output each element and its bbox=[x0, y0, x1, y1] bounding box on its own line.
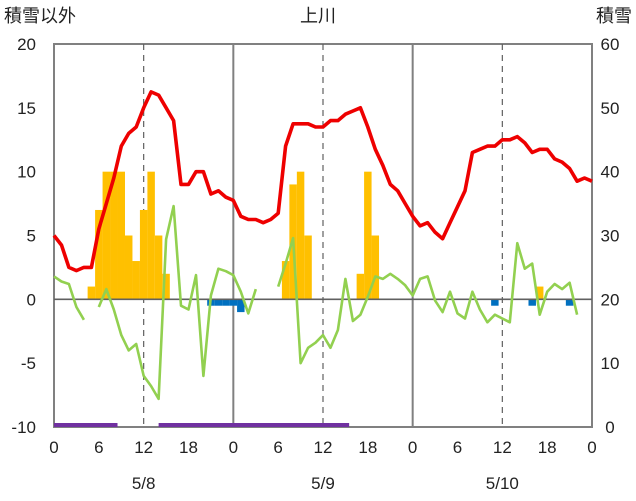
right-axis-title: 積雪 bbox=[596, 6, 632, 26]
snowfall-bar bbox=[162, 273, 170, 300]
right-tick-label: 20 bbox=[601, 290, 620, 309]
left-tick-label: 15 bbox=[17, 99, 36, 118]
date-label: 5/9 bbox=[311, 474, 335, 493]
snowfall-bar bbox=[364, 171, 372, 300]
snowfall-bar bbox=[102, 171, 111, 300]
x-tick-label: 18 bbox=[538, 438, 557, 457]
x-tick-label: 0 bbox=[229, 438, 238, 457]
precip_neg-bar bbox=[229, 299, 238, 306]
snowfall-bar bbox=[304, 235, 312, 300]
left-tick-label: 0 bbox=[27, 290, 36, 309]
precip_neg-bar bbox=[237, 299, 245, 313]
wind_speed-line bbox=[53, 275, 86, 321]
precip_neg-bar bbox=[214, 299, 223, 306]
date-label: 5/8 bbox=[132, 474, 156, 493]
x-tick-label: 12 bbox=[314, 438, 333, 457]
snowfall-bar bbox=[124, 235, 133, 300]
left-axis-title: 積雪以外 bbox=[4, 6, 76, 26]
snowfall-bar bbox=[281, 261, 290, 300]
x-tick-label: 12 bbox=[493, 438, 512, 457]
right-tick-label: 30 bbox=[601, 227, 620, 246]
snowfall-bar bbox=[371, 235, 380, 300]
x-tick-label: 0 bbox=[408, 438, 417, 457]
x-tick-label: 0 bbox=[49, 438, 58, 457]
snowfall-bar bbox=[535, 286, 544, 300]
snowfall-bar bbox=[110, 171, 118, 300]
chart-title: 上川 bbox=[300, 6, 336, 26]
right-tick-label: 10 bbox=[601, 354, 620, 373]
x-tick-label: 6 bbox=[453, 438, 462, 457]
snowfall-bar bbox=[356, 273, 365, 300]
x-tick-label: 6 bbox=[94, 438, 103, 457]
sunshine-band bbox=[54, 423, 118, 427]
x-tick-label: 6 bbox=[273, 438, 282, 457]
x-tick-label: 18 bbox=[358, 438, 377, 457]
left-tick-labels: 20 15 10 5 0 -5 -10 bbox=[11, 35, 36, 437]
right-tick-label: 50 bbox=[601, 99, 620, 118]
right-tick-label: 60 bbox=[601, 35, 620, 54]
precip_neg-bar bbox=[491, 299, 499, 306]
x-tick-label: 18 bbox=[179, 438, 198, 457]
right-tick-label: 0 bbox=[605, 418, 614, 437]
x-tick-label: 12 bbox=[134, 438, 153, 457]
snowfall-bar bbox=[95, 209, 103, 300]
wind_speed-line bbox=[97, 204, 258, 401]
date-labels: 5/8 5/9 5/10 bbox=[132, 474, 519, 493]
date-label: 5/10 bbox=[486, 474, 519, 493]
snowfall-bar bbox=[132, 261, 140, 300]
snowfall-bar bbox=[296, 171, 305, 300]
snowfall-bar bbox=[87, 286, 96, 300]
left-tick-label: 20 bbox=[17, 35, 36, 54]
right-tick-labels: 60 50 40 30 20 10 0 bbox=[601, 35, 620, 437]
snowfall-bar bbox=[139, 209, 148, 300]
x-tick-label: 0 bbox=[587, 438, 596, 457]
sunshine-band bbox=[158, 423, 350, 427]
snowfall-bar bbox=[154, 235, 163, 300]
left-tick-label: -5 bbox=[21, 354, 36, 373]
wind_speed-line bbox=[276, 236, 579, 365]
left-tick-label: 10 bbox=[17, 163, 36, 182]
left-tick-label: 5 bbox=[27, 227, 36, 246]
precip_neg-bar bbox=[222, 299, 230, 306]
left-tick-label: -10 bbox=[11, 418, 36, 437]
line-layer bbox=[52, 90, 593, 401]
snow_depth-line bbox=[52, 90, 593, 273]
precip_neg-bar bbox=[565, 299, 574, 306]
right-tick-label: 40 bbox=[601, 163, 620, 182]
snowfall-bar bbox=[147, 171, 155, 300]
snowfall-bar bbox=[117, 171, 125, 300]
x-tick-labels: 0 6 12 18 0 6 12 18 0 6 12 18 0 bbox=[49, 438, 596, 457]
precip_neg-bar bbox=[528, 299, 536, 306]
